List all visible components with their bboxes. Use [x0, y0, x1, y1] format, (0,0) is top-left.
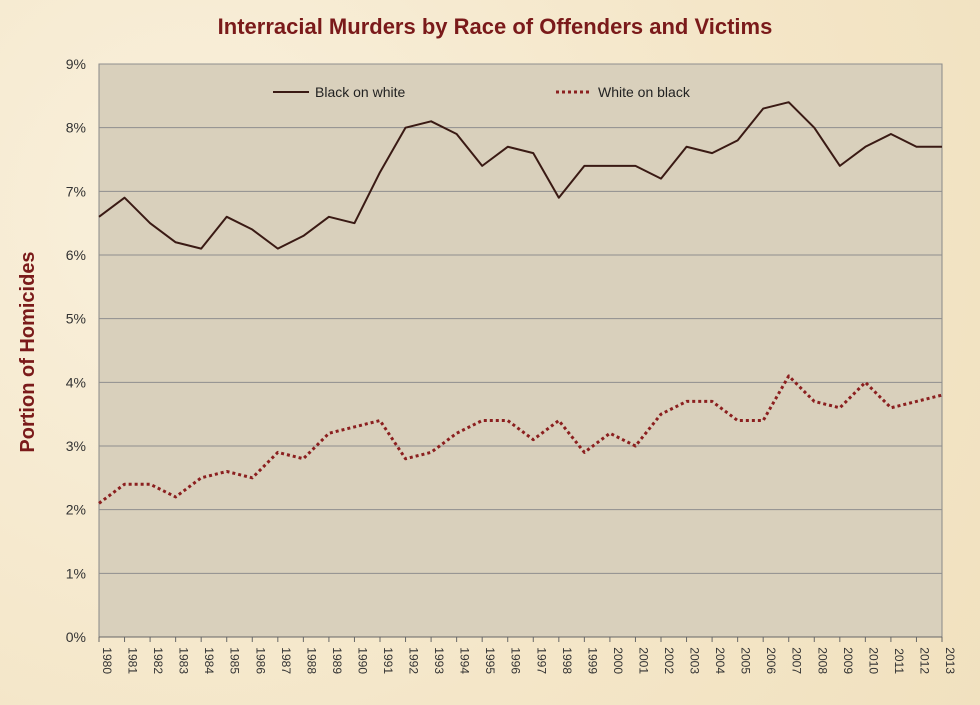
series-line-white-on-black: [98, 374, 943, 505]
x-tick-label: 2003: [688, 647, 702, 674]
x-tick-label: 1992: [407, 647, 421, 674]
x-tick-label: 1989: [330, 647, 344, 674]
x-tick-label: 2011: [892, 648, 906, 674]
x-tick-label: 2004: [713, 647, 727, 674]
x-tick-label: 1988: [304, 647, 318, 674]
x-axis-ticks: 1980 1981 1982 1983 1984 1985 1986 1987 1988 1989…: [98, 636, 957, 674]
y-tick-label: 1%: [66, 565, 86, 581]
x-tick-label: 1982: [151, 647, 165, 674]
x-tick-label: 2008: [815, 647, 829, 674]
series-lines: [98, 101, 943, 505]
gridlines: [99, 63, 942, 574]
x-tick-label: 2001: [636, 647, 650, 674]
y-tick-label: 9%: [66, 56, 86, 72]
x-tick-label: 2007: [790, 647, 804, 674]
y-axis-ticks: 0% 1% 2% 3% 4% 5% 6% 7% 8% 9%: [66, 56, 86, 645]
x-tick-label: 1995: [483, 647, 497, 674]
x-tick-label: 2002: [662, 647, 676, 674]
y-axis-label: Portion of Homicides: [17, 251, 39, 452]
y-tick-label: 2%: [66, 502, 86, 518]
x-tick-label: 2006: [764, 647, 778, 674]
x-tick-label: 1983: [177, 647, 191, 674]
x-tick-label: 1997: [534, 647, 548, 674]
y-tick-label: 6%: [66, 247, 86, 263]
y-tick-label: 3%: [66, 438, 86, 454]
x-tick-label: 1985: [228, 647, 242, 674]
series-line-black-on-white: [98, 101, 942, 250]
x-tick-label: 1987: [279, 647, 293, 674]
x-tick-label: 2009: [841, 647, 855, 674]
x-tick-label: 1994: [458, 647, 472, 674]
legend-label-black-on-white: Black on white: [315, 84, 405, 100]
x-tick-label: 2000: [611, 647, 625, 674]
y-tick-label: 7%: [66, 183, 86, 199]
x-tick-label: 2005: [739, 647, 753, 674]
x-tick-label: 1981: [126, 647, 140, 674]
x-tick-label: 1980: [100, 647, 114, 674]
x-tick-label: 1998: [560, 647, 574, 674]
x-tick-label: 1993: [432, 647, 446, 674]
y-tick-label: 5%: [66, 311, 86, 327]
x-tick-label: 2013: [943, 647, 957, 674]
x-tick-label: 1999: [585, 647, 599, 674]
x-tick-label: 1996: [509, 647, 523, 674]
chart-title: Interracial Murders by Race of Offenders…: [218, 14, 773, 39]
x-tick-label: 1986: [253, 647, 267, 674]
y-tick-label: 0%: [66, 629, 86, 645]
x-tick-label: 2010: [866, 647, 880, 674]
x-tick-label: 1991: [381, 647, 395, 674]
plot-area: [98, 63, 943, 638]
legend: Black on white White on black: [273, 84, 691, 100]
y-tick-label: 4%: [66, 374, 86, 390]
y-tick-label: 8%: [66, 120, 86, 136]
legend-label-white-on-black: White on black: [598, 84, 691, 100]
x-tick-label: 1990: [355, 647, 369, 674]
x-tick-label: 2012: [917, 647, 931, 674]
x-tick-label: 1984: [202, 647, 216, 674]
